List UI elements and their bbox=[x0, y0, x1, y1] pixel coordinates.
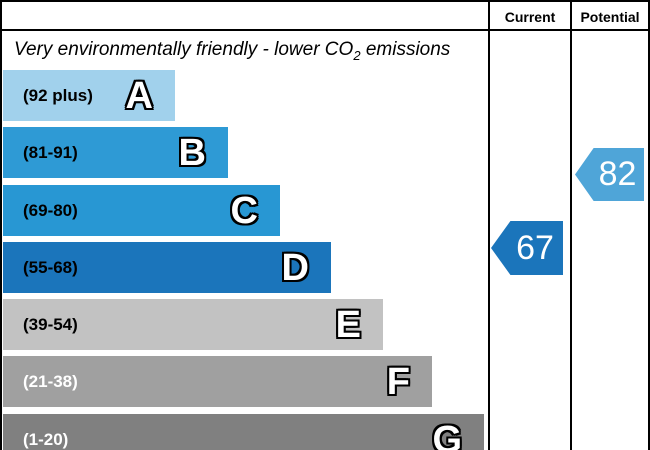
band-letter: G bbox=[432, 418, 462, 450]
band-letter: B bbox=[178, 131, 206, 174]
rating-band-bar: (81-91) B bbox=[3, 127, 228, 178]
band-range-label: (21-38) bbox=[23, 371, 78, 391]
rating-band-bar: (92 plus) A bbox=[3, 70, 175, 121]
band-letter: F bbox=[386, 360, 410, 403]
band-range-label: (55-68) bbox=[23, 257, 78, 277]
current-rating-arrow: 67 bbox=[491, 221, 563, 275]
potential-column-header: Potential bbox=[580, 8, 640, 25]
band-letter: E bbox=[335, 303, 361, 346]
band-letter: D bbox=[281, 246, 309, 289]
rating-band-bar: (69-80) C bbox=[3, 185, 280, 236]
potential-rating-value: 82 bbox=[598, 155, 637, 193]
band-range-label: (69-80) bbox=[23, 200, 78, 220]
header-row bbox=[2, 2, 648, 31]
potential-column-divider bbox=[570, 2, 572, 450]
potential-rating-arrow: 82 bbox=[575, 148, 644, 201]
rating-band-bar: (21-38) F bbox=[3, 356, 432, 407]
chart-title: Very environmentally friendly - lower CO… bbox=[14, 39, 450, 63]
rating-band-bar: (55-68) D bbox=[3, 242, 331, 293]
band-letter: A bbox=[125, 74, 153, 117]
rating-band-bar: (39-54) E bbox=[3, 299, 383, 350]
current-column-header: Current bbox=[504, 8, 556, 25]
chart-title-text: Very environmentally friendly - lower CO bbox=[14, 39, 354, 60]
band-range-label: (1-20) bbox=[23, 429, 69, 449]
band-letter: C bbox=[230, 189, 258, 232]
band-range-label: (92 plus) bbox=[23, 85, 93, 105]
chart-title-text-suffix: emissions bbox=[360, 39, 451, 60]
band-range-label: (81-91) bbox=[23, 142, 78, 162]
rating-band-bar: (1-20) G bbox=[3, 414, 484, 450]
current-rating-value: 67 bbox=[516, 228, 554, 267]
chart-title-subscript: 2 bbox=[353, 47, 361, 63]
current-column-divider bbox=[488, 2, 490, 450]
band-range-label: (39-54) bbox=[23, 314, 78, 334]
